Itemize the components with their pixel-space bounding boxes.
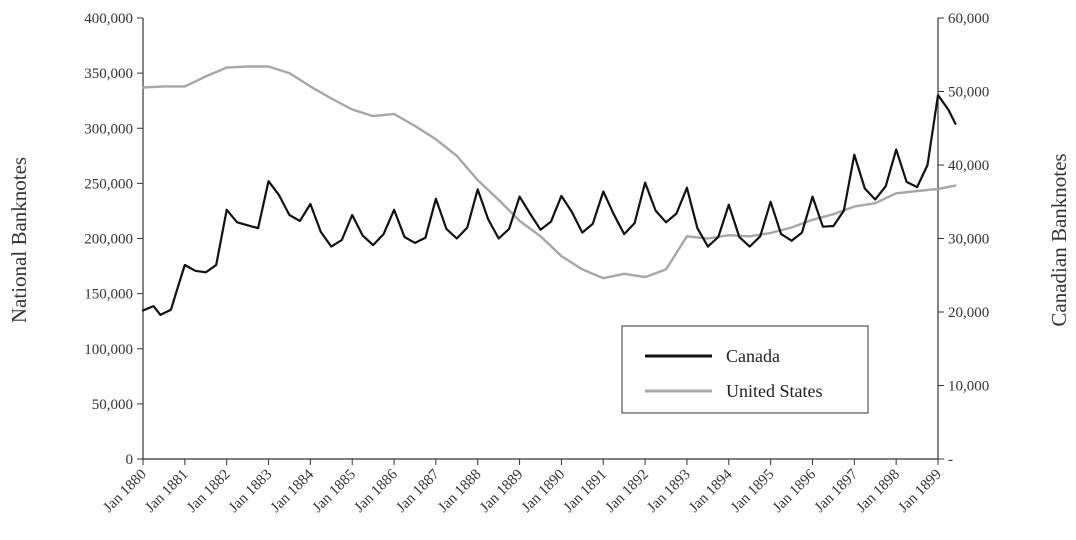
left-y-tick-label: 50,000 xyxy=(92,397,133,413)
legend-label-canada: Canada xyxy=(726,346,780,366)
right-y-tick-label: - xyxy=(948,452,953,468)
left-y-tick-label: 250,000 xyxy=(84,176,133,192)
right-y-tick-label: 30,000 xyxy=(948,232,989,248)
series-line-united-states xyxy=(141,65,957,280)
left-y-tick-label: 300,000 xyxy=(84,121,133,137)
right-y-tick-label: 20,000 xyxy=(948,305,989,321)
series-line-canada xyxy=(141,94,957,316)
right-y-tick-label: 60,000 xyxy=(948,11,989,27)
right-y-tick-label: 10,000 xyxy=(948,379,989,395)
left-y-tick-label: 100,000 xyxy=(84,342,133,358)
left-y-tick-label: 150,000 xyxy=(84,287,133,303)
legend-label-united-states: United States xyxy=(726,381,823,401)
series-layer xyxy=(141,65,957,316)
legend-box xyxy=(621,325,869,414)
left-y-tick-label: 350,000 xyxy=(84,66,133,82)
right-y-tick-label: 40,000 xyxy=(948,158,989,174)
left-y-tick-label: 200,000 xyxy=(84,232,133,248)
left-y-tick-label: 0 xyxy=(126,452,134,468)
left-y-ticks: 0 50,000 100,000 150,000 200,000 250,000 300,0… xyxy=(84,11,143,468)
left-y-tick-label: 400,000 xyxy=(84,11,133,27)
right-y-tick-label: 50,000 xyxy=(948,85,989,101)
legend: Canada United States xyxy=(621,325,869,414)
right-y-ticks: - 10,000 20,000 30,000 40,000 50,000 60,000 xyxy=(938,11,989,468)
y2-axis-title: Canadian Banknotes xyxy=(1047,153,1071,326)
y-axis-title: National Banknotes xyxy=(7,157,31,323)
